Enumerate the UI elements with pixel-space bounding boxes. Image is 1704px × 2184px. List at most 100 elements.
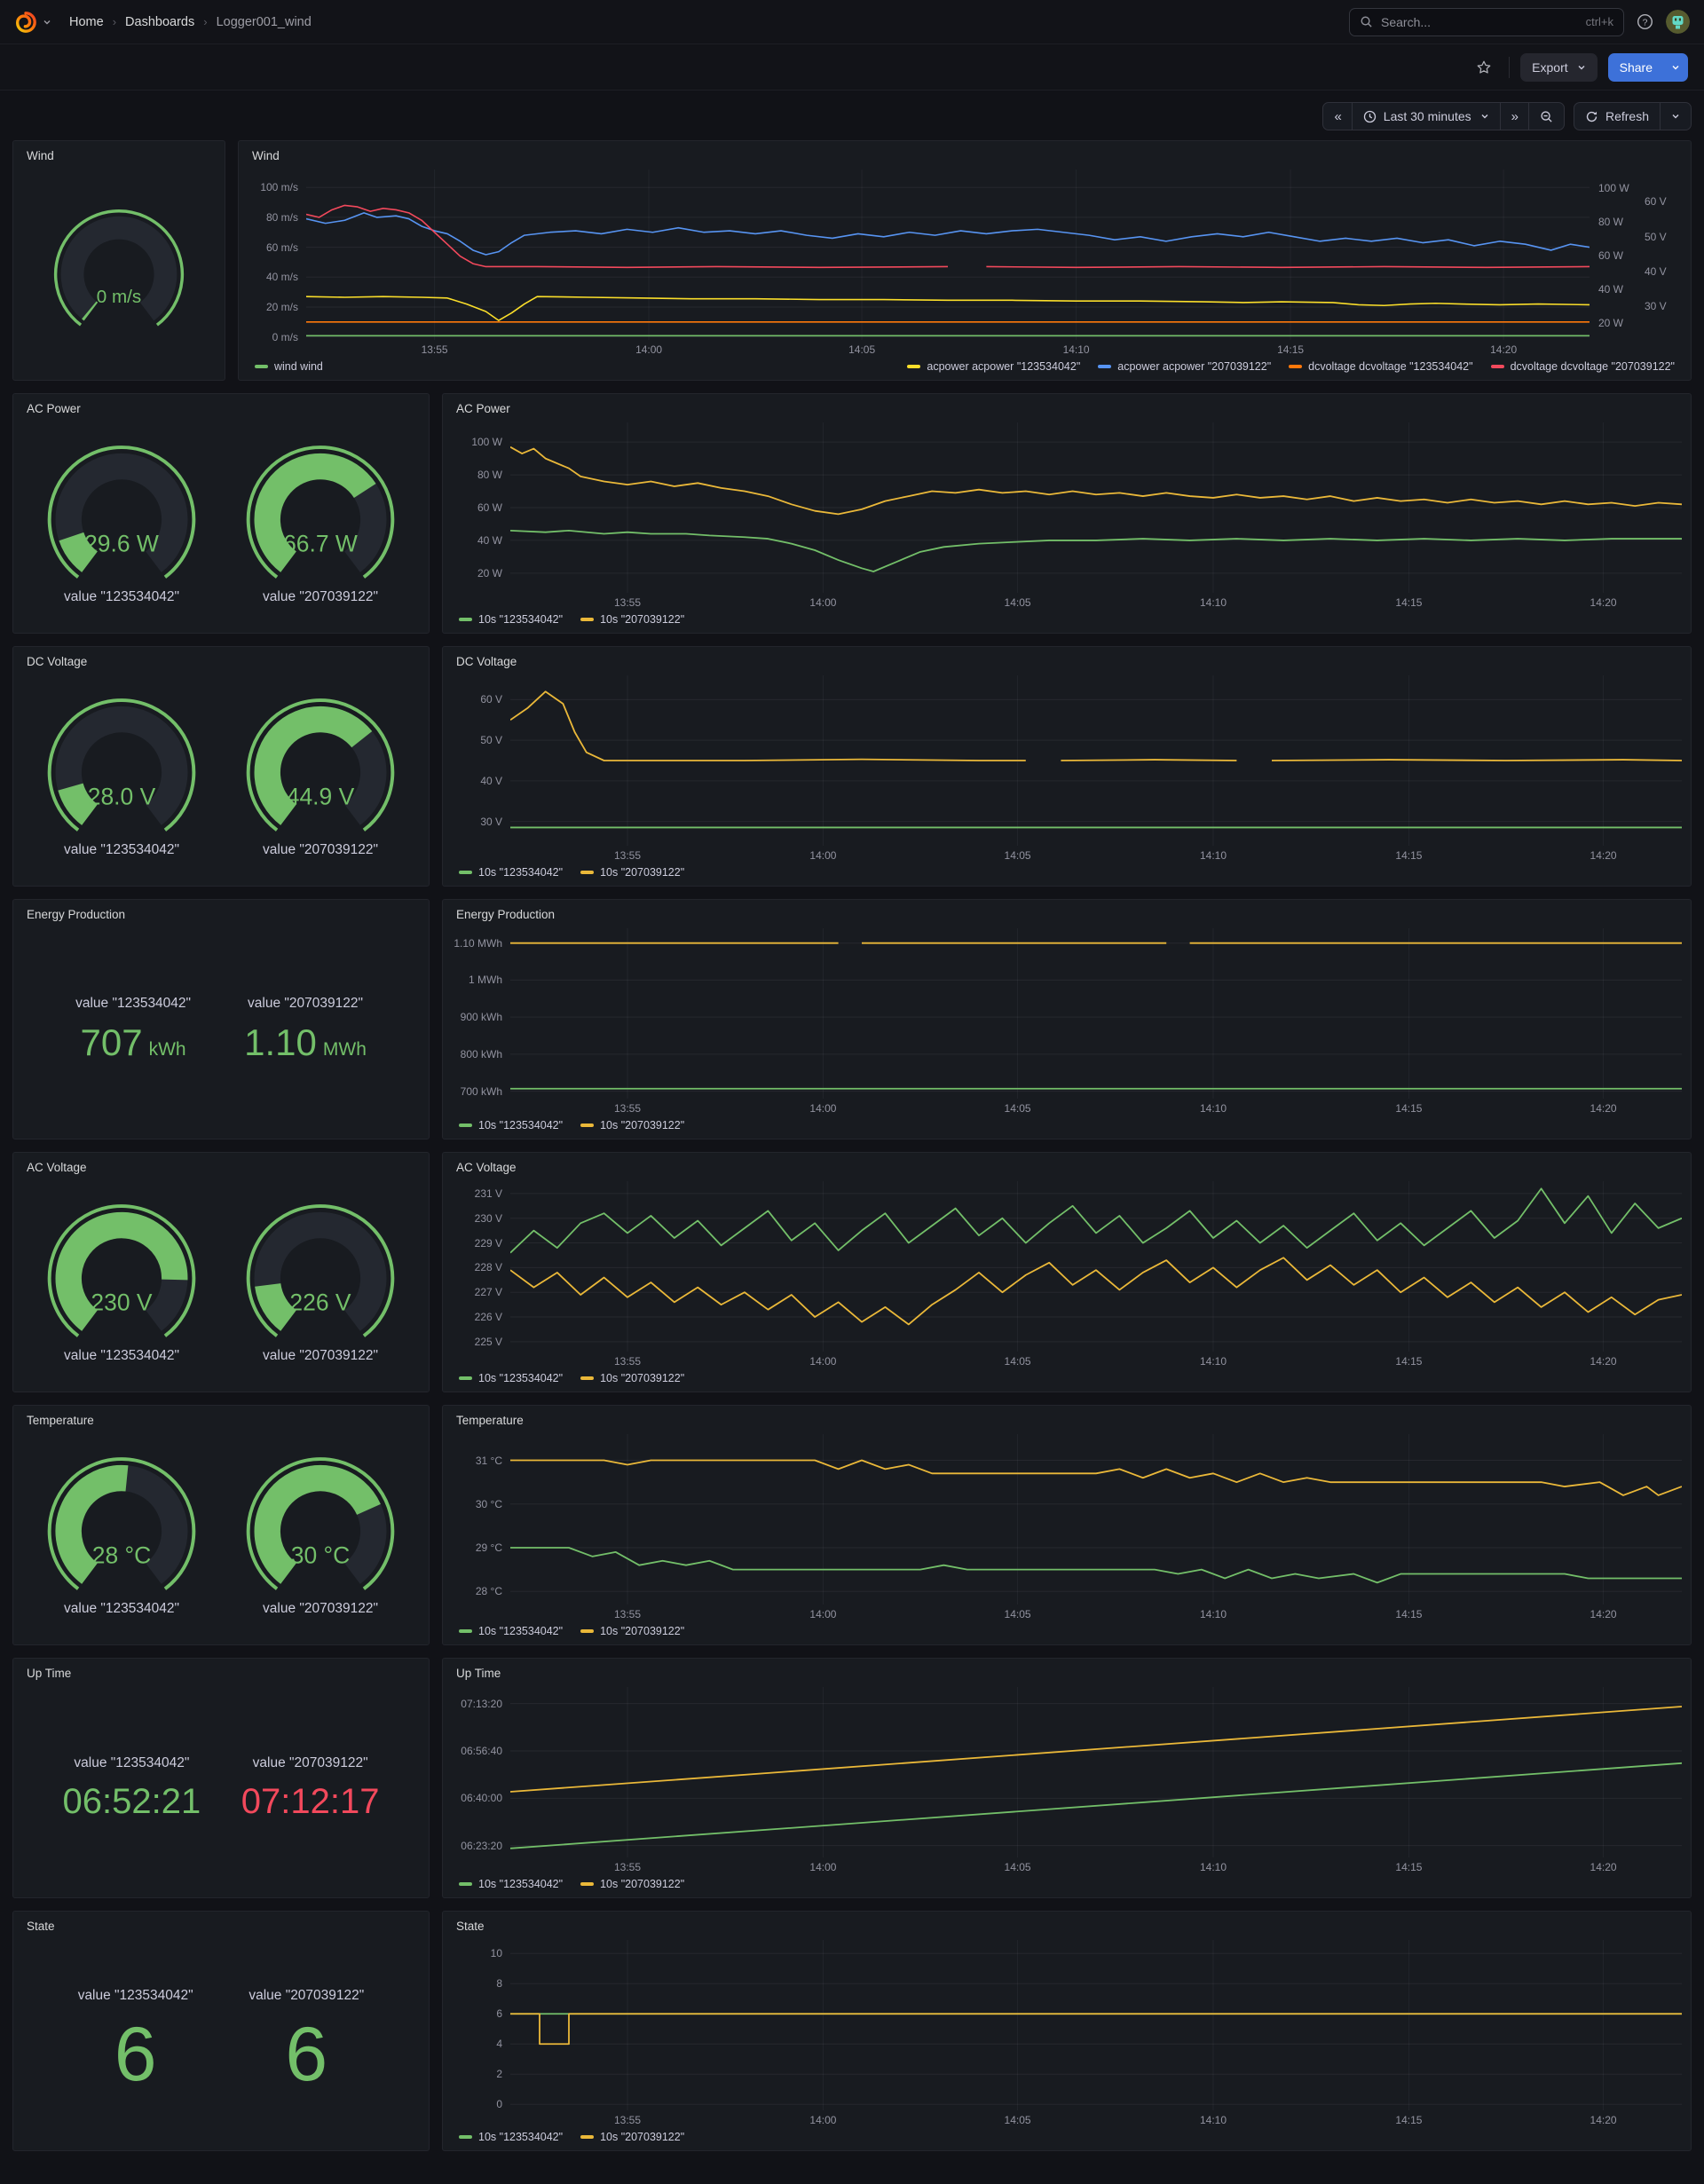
legend-label: 10s "123534042" xyxy=(478,1625,564,1637)
y-axis: 10 8 6 4 2 0 xyxy=(452,1940,510,2110)
help-button[interactable]: ? xyxy=(1637,13,1653,30)
legend-item[interactable]: 10s "123534042" xyxy=(459,866,563,879)
legend-item[interactable]: 10s "123534042" xyxy=(459,1119,563,1131)
refresh-interval-button[interactable] xyxy=(1660,102,1692,130)
x-axis-label: 14:00 xyxy=(809,1355,837,1368)
dashboard-row: DC Voltage 28.0 V value "123534042" 44.9 V v… xyxy=(12,646,1692,887)
panel-title[interactable]: Wind xyxy=(27,149,54,162)
chart-plot-area[interactable] xyxy=(510,1687,1682,1857)
favorite-button[interactable] xyxy=(1470,53,1498,82)
gauge: 30 °C xyxy=(246,1457,395,1590)
chart-body: 07:13:20 06:56:40 06:40:00 06:23:20 13:55 14:… xyxy=(452,1682,1682,1892)
panel-title[interactable]: AC Power xyxy=(456,402,510,415)
panel-title[interactable]: State xyxy=(27,1920,55,1933)
chart-plot-area[interactable] xyxy=(510,1940,1682,2110)
panel-title[interactable]: DC Voltage xyxy=(456,655,517,668)
gauge-value-label: value "207039122" xyxy=(263,1601,378,1616)
panel-title[interactable]: AC Voltage xyxy=(27,1161,87,1174)
legend-item[interactable]: 10s "207039122" xyxy=(580,1119,684,1131)
panel-title[interactable]: Temperature xyxy=(456,1414,524,1427)
panel-title[interactable]: Energy Production xyxy=(456,908,556,921)
chart-plot-area[interactable] xyxy=(306,170,1590,340)
legend-item[interactable]: 10s "207039122" xyxy=(580,1372,684,1384)
legend-label: 10s "207039122" xyxy=(600,1625,685,1637)
y-axis-label: 100 m/s xyxy=(260,181,298,194)
stat-column: value "123534042" 6 xyxy=(78,1988,193,2093)
x-axis-label: 14:10 xyxy=(1199,1102,1227,1115)
gauge-column: 30 °C value "207039122" xyxy=(233,1451,407,1617)
panel-ac-voltage: AC Voltage 231 V 230 V 229 V 228 V 227 V 226 V… xyxy=(442,1152,1692,1392)
panel-title[interactable]: State xyxy=(456,1920,485,1933)
time-shift-back-button[interactable]: « xyxy=(1322,102,1353,130)
panel-title[interactable]: Up Time xyxy=(27,1667,72,1680)
panel-title[interactable]: AC Voltage xyxy=(456,1161,517,1174)
legend-item[interactable]: 10s "123534042" xyxy=(459,1878,563,1890)
chart-plot-area[interactable] xyxy=(510,1434,1682,1604)
y-axis-label: 231 V xyxy=(474,1187,502,1200)
legend-label: 10s "207039122" xyxy=(600,1878,685,1890)
share-button[interactable]: Share xyxy=(1607,52,1664,82)
share-menu-button[interactable] xyxy=(1663,52,1688,82)
legend-item[interactable]: 10s "207039122" xyxy=(580,1625,684,1637)
search-input[interactable]: Search... ctrl+k xyxy=(1349,7,1624,36)
legend-item[interactable]: 10s "123534042" xyxy=(459,2131,563,2143)
gauge-group: 28.0 V value "123534042" 44.9 V value "2070… xyxy=(22,670,420,880)
gauge-group: 29.6 W value "123534042" 66.7 W value "2070… xyxy=(22,417,420,627)
gauge-value: 66.7 W xyxy=(283,531,358,557)
legend: 10s "123534042" 10s "207039122" xyxy=(452,1875,1682,1892)
breadcrumb-dashboards[interactable]: Dashboards xyxy=(125,14,195,29)
user-avatar[interactable] xyxy=(1666,10,1690,34)
legend-item[interactable]: acpower acpower "123534042" xyxy=(907,360,1080,373)
dashboard-row: Wind 0 m/s Wind 100 m/s 80 m/s 60 m/s 40 m/s 20… xyxy=(12,140,1692,381)
legend-item[interactable]: 10s "207039122" xyxy=(580,1878,684,1890)
time-zoom-out-button[interactable] xyxy=(1527,102,1565,130)
export-button[interactable]: Export xyxy=(1520,52,1598,82)
panel-title[interactable]: Up Time xyxy=(456,1667,501,1680)
y-axis: 100 W 80 W 60 W 40 W 20 W xyxy=(452,422,510,593)
panel-title[interactable]: AC Power xyxy=(27,402,81,415)
legend-swatch xyxy=(459,1882,472,1886)
time-range-picker[interactable]: Last 30 minutes xyxy=(1351,102,1501,130)
breadcrumb-home[interactable]: Home xyxy=(69,14,104,29)
legend-item[interactable]: 10s "123534042" xyxy=(459,1372,563,1384)
panel-title[interactable]: Energy Production xyxy=(27,908,126,921)
chart-plot-area[interactable] xyxy=(510,422,1682,593)
legend-item[interactable]: wind wind xyxy=(255,360,323,373)
legend-item[interactable]: 10s "207039122" xyxy=(580,866,684,879)
x-axis-label: 14:15 xyxy=(1277,343,1305,356)
time-shift-forward-button[interactable]: » xyxy=(1499,102,1529,130)
x-axis-label: 14:05 xyxy=(1004,2114,1031,2126)
x-axis-label: 14:15 xyxy=(1395,1355,1423,1368)
breadcrumb: Home › Dashboards › Logger001_wind xyxy=(69,15,312,29)
panel-title[interactable]: Temperature xyxy=(27,1414,94,1427)
grafana-logo[interactable] xyxy=(14,11,51,34)
legend-item[interactable]: dcvoltage dcvoltage "207039122" xyxy=(1490,360,1675,373)
gauge-column: 29.6 W value "123534042" xyxy=(35,439,209,605)
clock-icon xyxy=(1363,110,1376,122)
legend-item[interactable]: 10s "207039122" xyxy=(580,613,684,626)
y-axis: 231 V 230 V 229 V 228 V 227 V 226 V 225 V xyxy=(452,1181,510,1352)
panel-title[interactable]: Wind xyxy=(252,149,280,162)
chart-plot-area[interactable] xyxy=(510,1181,1682,1352)
stat-label: value "123534042" xyxy=(74,1754,190,1770)
panel-wind: Wind 100 m/s 80 m/s 60 m/s 40 m/s 20 m/s 0 m/s… xyxy=(238,140,1692,381)
stat-value: 6 xyxy=(285,2016,327,2093)
legend-item[interactable]: acpower acpower "207039122" xyxy=(1098,360,1271,373)
legend-item[interactable]: 10s "207039122" xyxy=(580,2131,684,2143)
refresh-button[interactable]: Refresh xyxy=(1573,102,1661,130)
legend-item[interactable]: dcvoltage dcvoltage "123534042" xyxy=(1289,360,1473,373)
chart-plot-area[interactable] xyxy=(510,675,1682,846)
x-axis-label: 14:15 xyxy=(1395,849,1423,862)
stat-label: value "123534042" xyxy=(77,1987,193,2003)
gauge: 28 °C xyxy=(47,1457,196,1590)
legend-item[interactable]: 10s "123534042" xyxy=(459,1625,563,1637)
chart-plot-area[interactable] xyxy=(510,928,1682,1099)
legend-label: 10s "123534042" xyxy=(478,1878,564,1890)
panel-title[interactable]: DC Voltage xyxy=(27,655,88,668)
panel-energy-production: Energy Production 1.10 MWh 1 MWh 900 kWh 800… xyxy=(442,899,1692,1139)
y-axis-label: 229 V xyxy=(474,1236,502,1250)
legend-swatch xyxy=(1098,365,1112,368)
stat-column: value "123534042" 707 kWh xyxy=(75,996,191,1061)
legend-item[interactable]: 10s "123534042" xyxy=(459,613,563,626)
dashboard-row: Energy Production value "123534042" 707 kWh… xyxy=(12,899,1692,1139)
